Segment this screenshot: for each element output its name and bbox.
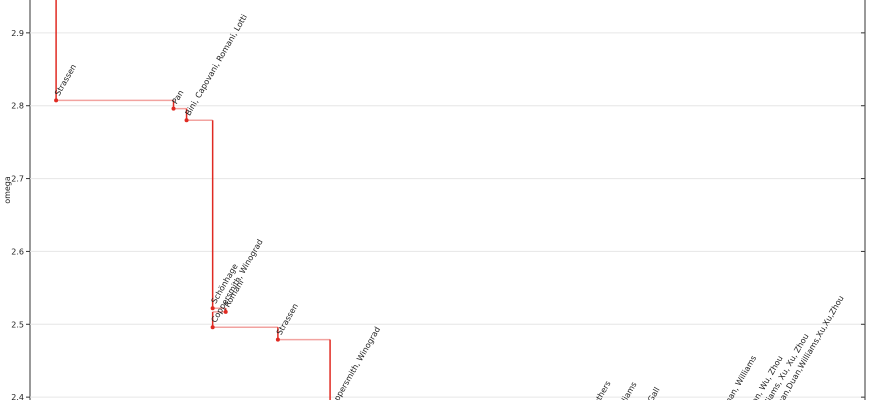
y-axis-label: omega — [3, 176, 12, 204]
y-tick-label: 2.9 — [11, 29, 24, 38]
record-label: Bini, Capovani, Romani, Lotti — [184, 13, 250, 117]
record-label: Coppersmith, Winograd — [210, 238, 265, 324]
y-tick-label: 2.4 — [11, 393, 24, 400]
record-point — [54, 98, 59, 103]
record-label: Le Gall — [640, 386, 661, 400]
record-point — [275, 337, 280, 342]
record-label: Pan — [170, 89, 185, 106]
y-tick-label: 2.5 — [11, 320, 24, 329]
record-label: Coppersmith, Winograd — [327, 325, 382, 400]
record-label: Strassen — [275, 302, 300, 337]
y-tick-label: 2.8 — [11, 102, 24, 111]
y-tick-label: 2.6 — [11, 247, 24, 256]
y-tick-label: 2.7 — [11, 175, 24, 184]
record-label: Alman, Williams — [718, 354, 758, 400]
record-point — [210, 306, 215, 311]
record-point — [210, 325, 215, 330]
record-point — [171, 106, 176, 111]
record-point — [223, 309, 228, 314]
record-point — [184, 118, 189, 123]
